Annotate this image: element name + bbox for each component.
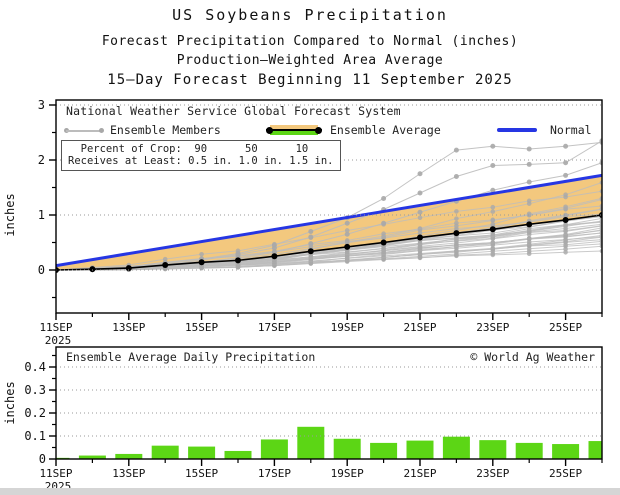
svg-text:21SEP: 21SEP <box>403 321 436 334</box>
subtitle-forecast-period: 15–Day Forecast Beginning 11 September 2… <box>107 72 513 88</box>
ensemble-members-icon <box>64 128 104 133</box>
svg-text:17SEP: 17SEP <box>258 467 291 480</box>
svg-text:19SEP: 19SEP <box>331 467 364 480</box>
chart-legend: Ensemble Members Ensemble Average Normal <box>0 122 620 138</box>
svg-text:25SEP: 25SEP <box>549 467 582 480</box>
normal-label: Normal <box>550 123 592 137</box>
svg-text:0: 0 <box>38 263 45 277</box>
svg-text:1: 1 <box>38 208 45 222</box>
copyright-credit: © World Ag Weather <box>470 350 595 364</box>
y-axis-label-inches: inches <box>3 193 17 236</box>
crop-table-row-percent: Percent of Crop: 90 50 10 <box>68 143 309 155</box>
svg-text:15SEP: 15SEP <box>185 321 218 334</box>
bottom-window-strip <box>0 488 620 495</box>
svg-text:13SEP: 13SEP <box>112 321 145 334</box>
svg-text:17SEP: 17SEP <box>258 321 291 334</box>
svg-text:0.4: 0.4 <box>24 360 46 374</box>
svg-text:21SEP: 21SEP <box>403 467 436 480</box>
crop-table-row-receives: Receives at Least: 0.5 in. 1.0 in. 1.5 i… <box>68 155 334 167</box>
svg-text:0.1: 0.1 <box>24 429 46 443</box>
svg-text:25SEP: 25SEP <box>549 321 582 334</box>
accumulation-chart: 0 1 2 3 11SEP 13SEP 15SEP 17SEP 19SEP 21SEP 23SEP 2… <box>3 98 603 345</box>
svg-text:15SEP: 15SEP <box>185 467 218 480</box>
subtitle-weighting: Production–Weighted Area Average <box>176 53 444 68</box>
svg-text:2025: 2025 <box>45 334 72 345</box>
svg-text:3: 3 <box>38 98 45 112</box>
daily-chart-title: Ensemble Average Daily Precipitation <box>66 350 316 364</box>
svg-text:2: 2 <box>38 153 45 167</box>
y-axis-label-inches: inches <box>3 381 17 424</box>
svg-text:23SEP: 23SEP <box>476 467 509 480</box>
daily-precipitation-chart: 0 0.1 0.2 0.3 0.4 11SEP 13SEP 15SEP 17SEP 19SEP 21… <box>3 346 603 493</box>
ensemble-members-label: Ensemble Members <box>110 123 221 137</box>
normal-line-icon <box>497 128 537 132</box>
svg-text:11SEP: 11SEP <box>39 467 72 480</box>
percent-of-crop-table: Percent of Crop: 90 50 10 Receives at Le… <box>61 140 341 171</box>
forecast-system-label: National Weather Service Global Forecast… <box>66 104 401 118</box>
subtitle-compare: Forecast Precipitation Compared to Norma… <box>101 34 519 49</box>
svg-text:19SEP: 19SEP <box>331 321 364 334</box>
svg-text:23SEP: 23SEP <box>476 321 509 334</box>
svg-text:0: 0 <box>39 452 46 466</box>
svg-text:0.2: 0.2 <box>24 406 46 420</box>
page-title: US Soybeans Precipitation <box>172 6 448 24</box>
svg-text:11SEP: 11SEP <box>39 321 72 334</box>
ensemble-average-icon <box>266 125 322 135</box>
svg-text:0.3: 0.3 <box>24 383 46 397</box>
svg-text:13SEP: 13SEP <box>112 467 145 480</box>
ensemble-average-label: Ensemble Average <box>330 123 441 137</box>
title-block: US Soybeans Precipitation Forecast Preci… <box>0 4 620 92</box>
